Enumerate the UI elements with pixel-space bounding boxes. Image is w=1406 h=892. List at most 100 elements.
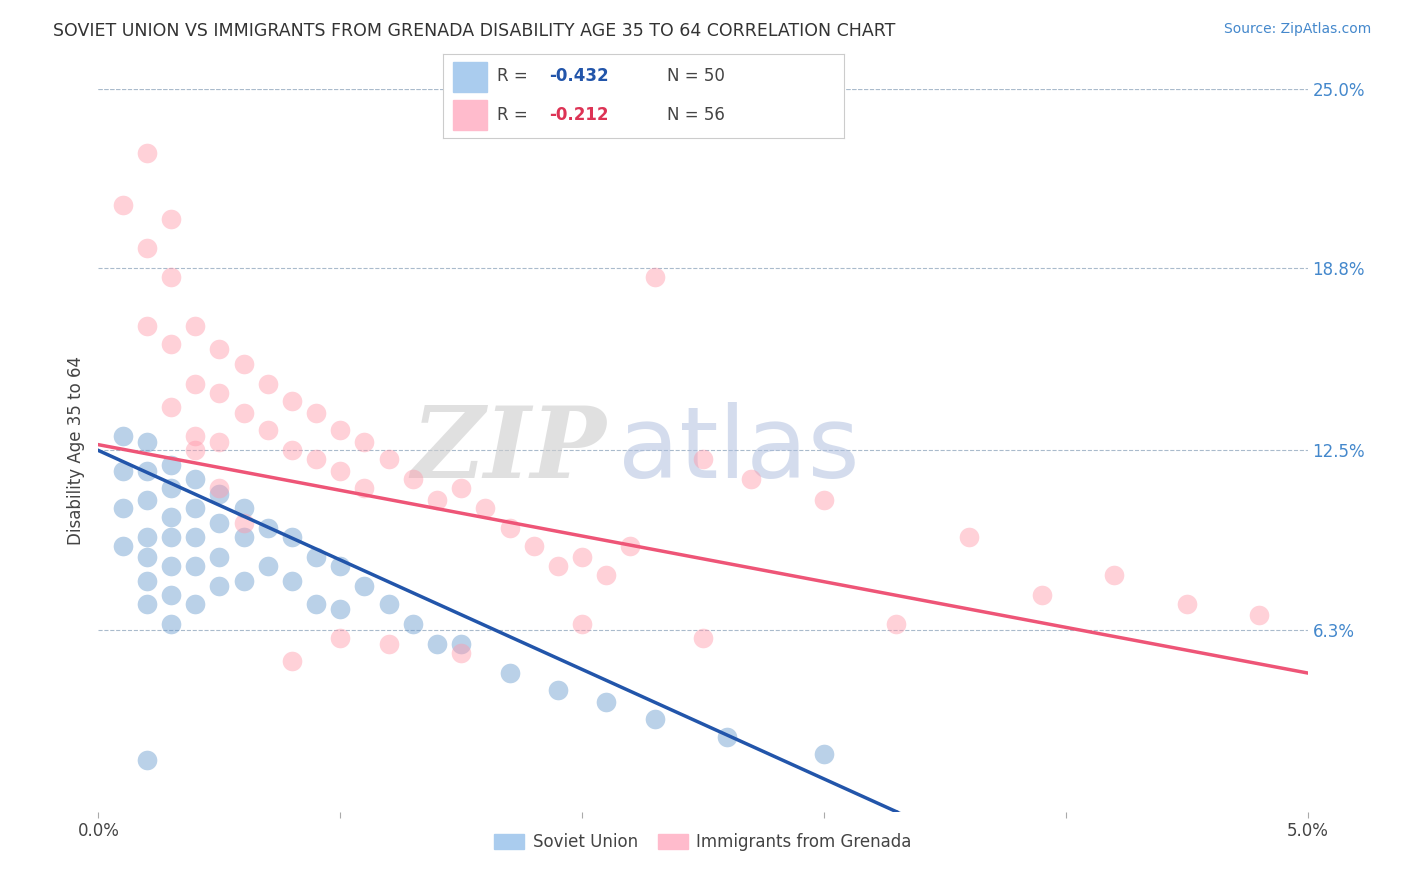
Point: [208, 434, 231, 449]
Point: [886, 616, 908, 631]
Point: [184, 472, 207, 486]
Point: [426, 637, 449, 651]
Point: [184, 319, 207, 334]
Point: [329, 464, 352, 478]
Point: [692, 452, 714, 467]
Point: [305, 406, 328, 420]
Point: [184, 443, 207, 458]
Point: [184, 429, 207, 443]
Point: [474, 501, 496, 516]
Text: R =: R =: [496, 68, 533, 86]
Point: [208, 481, 231, 495]
Point: [281, 394, 304, 409]
Point: [111, 198, 134, 212]
Point: [353, 434, 375, 449]
Point: [256, 559, 278, 574]
Point: [377, 597, 399, 611]
Point: [329, 602, 352, 616]
Text: ZIP: ZIP: [412, 402, 606, 499]
Point: [160, 616, 183, 631]
Point: [135, 574, 157, 588]
Point: [402, 616, 425, 631]
Text: R =: R =: [496, 105, 533, 123]
Text: atlas: atlas: [619, 402, 860, 499]
Point: [135, 434, 157, 449]
Point: [813, 492, 835, 507]
Point: [329, 559, 352, 574]
Point: [160, 559, 183, 574]
Point: [184, 376, 207, 391]
Point: [644, 270, 666, 285]
Point: [232, 574, 254, 588]
Point: [595, 567, 617, 582]
Point: [281, 655, 304, 669]
Legend: Soviet Union, Immigrants from Grenada: Soviet Union, Immigrants from Grenada: [488, 826, 918, 857]
Point: [208, 343, 231, 357]
Point: [329, 423, 352, 437]
Point: [813, 747, 835, 761]
Text: -0.212: -0.212: [550, 105, 609, 123]
Point: [1175, 597, 1198, 611]
Text: Source: ZipAtlas.com: Source: ZipAtlas.com: [1223, 22, 1371, 37]
Point: [426, 492, 449, 507]
Point: [160, 588, 183, 602]
Point: [305, 597, 328, 611]
Point: [184, 597, 207, 611]
Point: [160, 336, 183, 351]
Point: [450, 646, 472, 660]
FancyBboxPatch shape: [453, 100, 486, 130]
Point: [135, 319, 157, 334]
Point: [160, 510, 183, 524]
Point: [619, 539, 641, 553]
Point: [281, 443, 304, 458]
Point: [232, 516, 254, 530]
Point: [305, 550, 328, 565]
Point: [232, 530, 254, 544]
Point: [547, 559, 569, 574]
Point: [353, 481, 375, 495]
FancyBboxPatch shape: [453, 62, 486, 92]
Point: [329, 632, 352, 646]
Point: [135, 550, 157, 565]
Point: [498, 521, 520, 535]
Point: [135, 145, 157, 160]
Point: [135, 597, 157, 611]
Point: [571, 616, 593, 631]
Point: [740, 472, 762, 486]
Point: [305, 452, 328, 467]
Point: [160, 270, 183, 285]
Point: [281, 530, 304, 544]
Point: [135, 492, 157, 507]
Point: [1249, 608, 1271, 623]
Point: [184, 501, 207, 516]
Point: [523, 539, 546, 553]
Text: N = 50: N = 50: [668, 68, 725, 86]
Point: [377, 637, 399, 651]
Point: [256, 521, 278, 535]
Point: [208, 516, 231, 530]
Point: [208, 487, 231, 501]
Point: [208, 385, 231, 400]
Point: [571, 550, 593, 565]
Point: [135, 753, 157, 767]
Point: [377, 452, 399, 467]
Point: [232, 406, 254, 420]
Point: [1102, 567, 1125, 582]
Point: [111, 539, 134, 553]
Point: [353, 579, 375, 593]
Point: [716, 730, 738, 744]
Point: [208, 550, 231, 565]
Point: [281, 574, 304, 588]
Point: [135, 530, 157, 544]
Point: [184, 530, 207, 544]
Point: [160, 212, 183, 227]
Point: [160, 458, 183, 472]
Point: [595, 695, 617, 709]
Point: [160, 400, 183, 414]
Point: [111, 464, 134, 478]
Text: -0.432: -0.432: [550, 68, 609, 86]
Point: [957, 530, 980, 544]
Text: SOVIET UNION VS IMMIGRANTS FROM GRENADA DISABILITY AGE 35 TO 64 CORRELATION CHAR: SOVIET UNION VS IMMIGRANTS FROM GRENADA …: [53, 22, 896, 40]
Point: [160, 481, 183, 495]
Point: [644, 712, 666, 726]
